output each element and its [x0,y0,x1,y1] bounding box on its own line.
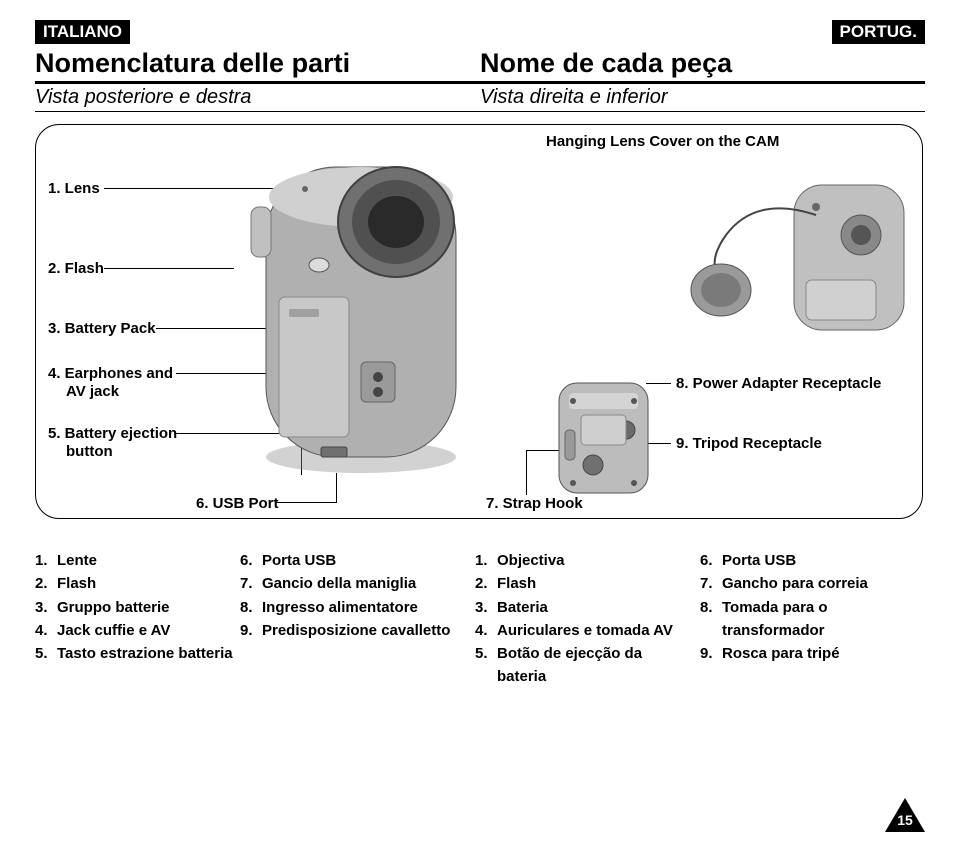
left-column-header: ITALIANO Nomenclatura delle parti Vista … [35,20,480,112]
list-item: 1.Lente [35,549,240,572]
list-item: 7.Gancho para correia [700,572,920,595]
list-item: .bateria [475,665,700,688]
hanging-cover-label: Hanging Lens Cover on the CAM [546,133,806,151]
label-2-flash: 2. Flash [48,260,104,278]
title-left: Nomenclatura delle parti [35,48,480,79]
list-item: 5.Botão de ejecção da [475,642,700,665]
divider-thin-left [35,111,480,112]
hanging-cover-icon [666,165,911,335]
list-item: 3.Gruppo batterie [35,596,240,619]
lang-tag-left: ITALIANO [35,20,130,44]
title-right: Nome de cada peça [480,48,925,79]
list-item: 3.Bateria [475,596,700,619]
leader-6v [336,473,337,503]
label-9-tripod: 9. Tripod Receptacle [676,435,822,453]
list-col-it-1: 1.Lente 2.Flash 3.Gruppo batterie 4.Jack… [35,549,240,689]
label-5-eject-a: 5. Battery ejection [48,425,177,443]
divider-thick-right [480,81,925,84]
label-1-lens: 1. Lens [48,180,100,198]
list-item: 5.Tasto estrazione batteria [35,642,240,665]
right-column-header: PORTUG. Nome de cada peça Vista direita … [480,20,925,112]
list-col-it-2: 6.Porta USB 7.Gancio della maniglia 8.In… [240,549,475,689]
list-item: 8.Ingresso alimentatore [240,596,475,619]
subtitle-left: Vista posteriore e destra [35,86,480,109]
list-item: 7.Gancio della maniglia [240,572,475,595]
list-item: 9.Rosca para tripé [700,642,920,665]
label-3-battery-pack: 3. Battery Pack [48,320,156,338]
list-item: 2.Flash [475,572,700,595]
list-col-pt-1: 1.Objectiva 2.Flash 3.Bateria 4.Auricula… [475,549,700,689]
camera-bottom-icon [551,375,656,500]
list-item: 1.Objectiva [475,549,700,572]
label-4-earphones-a: 4. Earphones and [48,365,173,383]
list-item: 6.Porta USB [240,549,475,572]
leader-2 [104,268,234,269]
leader-6h [276,502,336,503]
list-item: 6.Porta USB [700,549,920,572]
list-item: 4.Auriculares e tomada AV [475,619,700,642]
page-number: 15 [885,798,925,832]
list-item: .transformador [700,619,920,642]
list-col-pt-2: 6.Porta USB 7.Gancho para correia 8.Toma… [700,549,920,689]
list-item: 8.Tomada para o [700,596,920,619]
list-item: 2.Flash [35,572,240,595]
diagram-frame: Hanging Lens Cover on the CAM 1. Lens 2.… [35,124,923,519]
label-4-earphones-b: AV jack [66,383,119,401]
subtitle-right: Vista direita e inferior [480,86,925,109]
header-row: ITALIANO Nomenclatura delle parti Vista … [35,20,925,112]
lists-section: 1.Lente 2.Flash 3.Gruppo batterie 4.Jack… [35,549,925,689]
camera-icon [221,147,461,477]
list-item: 4.Jack cuffie e AV [35,619,240,642]
lang-tag-right: PORTUG. [832,20,925,44]
label-5-eject-b: button [66,443,113,461]
label-8-poweradapter: 8. Power Adapter Receptacle [676,375,881,393]
divider-thin-right [480,111,925,112]
list-item: 9.Predisposizione cavalletto [240,619,475,642]
leader-7v [526,450,527,495]
divider-thick-left [35,81,480,84]
label-6-usb: 6. USB Port [196,495,279,513]
